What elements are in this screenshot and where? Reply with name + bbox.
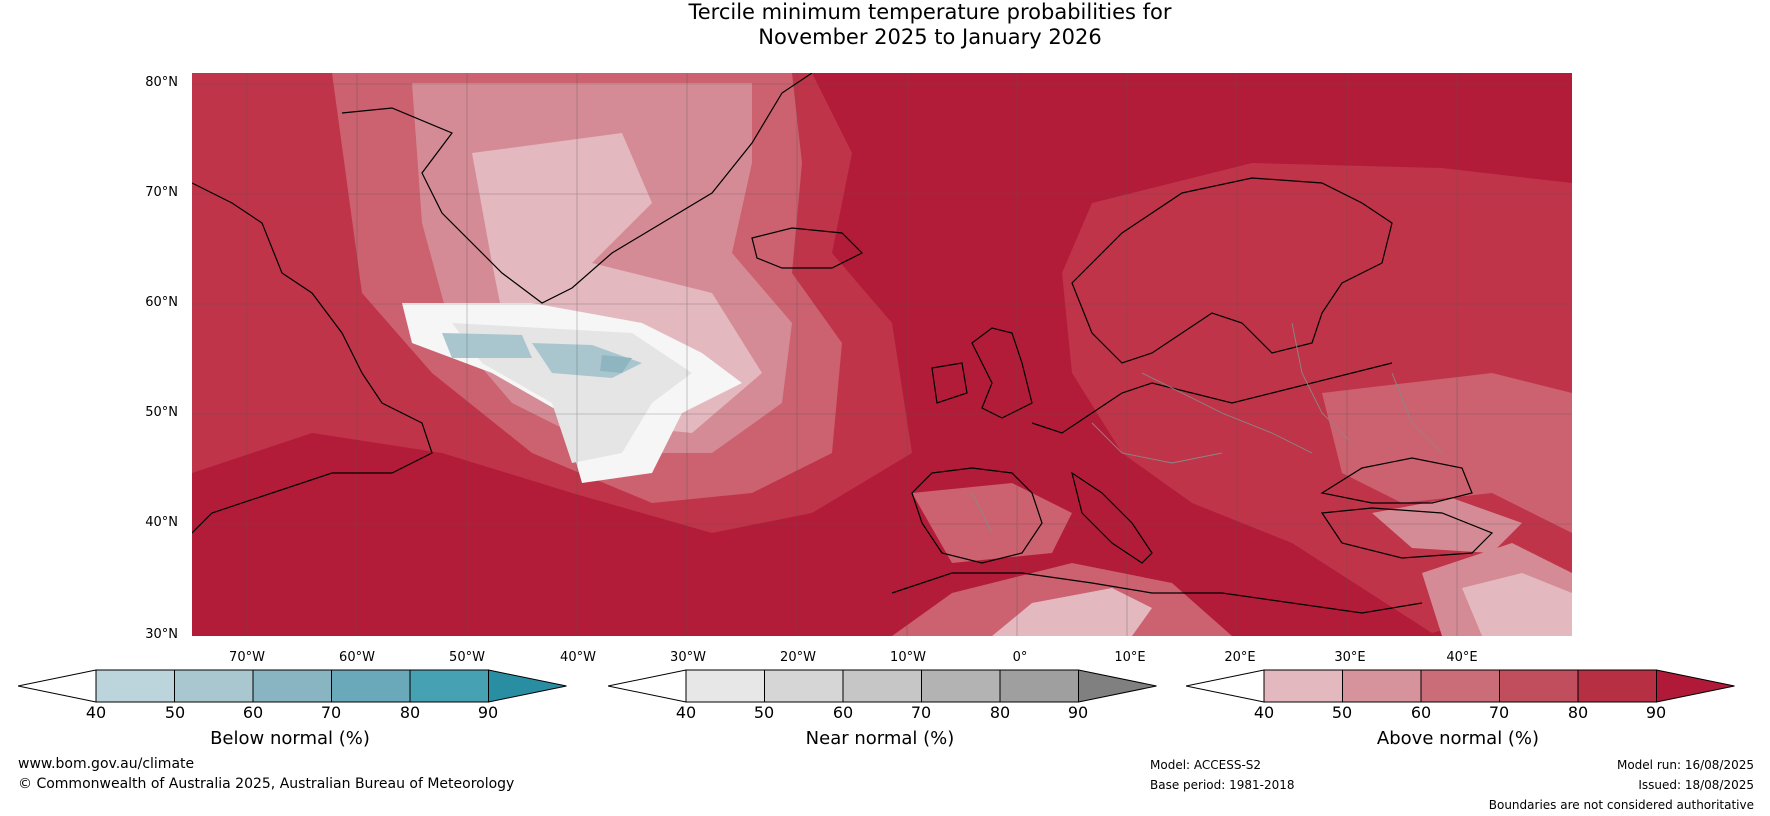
- greenland-coast: [341, 73, 813, 304]
- colorbar-segment: [764, 669, 844, 703]
- below-tick-60: 60: [242, 703, 264, 722]
- above-tick-60: 60: [1410, 703, 1432, 722]
- colorbar-segment: [252, 669, 332, 703]
- colorbar-low-arrow: [18, 669, 97, 703]
- below-tick-90: 90: [477, 703, 499, 722]
- lon-label-70w: 70°W: [229, 650, 265, 665]
- lon-label-10e: 10°E: [1114, 650, 1146, 665]
- above-tick-40: 40: [1253, 703, 1275, 722]
- above-tick-50: 50: [1331, 703, 1353, 722]
- colorbar-segment: [1577, 669, 1657, 703]
- lon-label-40w: 40°W: [560, 650, 596, 665]
- issued-date: Issued: 18/08/2025: [1638, 778, 1754, 792]
- turkey-coast: [1320, 507, 1494, 559]
- lon-label-10w: 10°W: [890, 650, 926, 665]
- above-normal-title: Above normal (%): [1376, 728, 1540, 749]
- lon-label-50w: 50°W: [449, 650, 485, 665]
- near-normal-title: Near normal (%): [805, 728, 955, 749]
- chart-title: Tercile minimum temperature probabilitie…: [0, 0, 1770, 50]
- colorbar-segment: [331, 669, 411, 703]
- title-line-1: Tercile minimum temperature probabilitie…: [688, 0, 1172, 24]
- eastern-europe-zone-70: [1322, 373, 1572, 533]
- colorbar-high-arrow: [1078, 669, 1157, 703]
- coastlines: [192, 73, 1494, 614]
- lon-label-60w: 60°W: [339, 650, 375, 665]
- lat-label-70: 70°N: [145, 185, 178, 200]
- near-tick-60: 60: [832, 703, 854, 722]
- map-canvas: [192, 73, 1572, 636]
- lat-label-60: 60°N: [145, 295, 178, 310]
- scandinavia-coast: [1071, 177, 1393, 364]
- colorbar-segment: [685, 669, 765, 703]
- atlantic-below-50: [442, 333, 532, 358]
- country-borders: [971, 322, 1443, 534]
- mediterranean-south-coast: [891, 572, 1423, 614]
- turkey-zone-60: [1372, 498, 1522, 553]
- colorbar-segment: [1342, 669, 1422, 703]
- lat-label-40: 40°N: [145, 515, 178, 530]
- colorbar-segment: [95, 669, 175, 703]
- colorbar-high-arrow: [1656, 669, 1735, 703]
- iberia-zone-70: [912, 483, 1072, 563]
- below-tick-80: 80: [399, 703, 421, 722]
- middle-east-zone-50: [1462, 573, 1572, 636]
- colorbar-segment: [999, 669, 1079, 703]
- base-period: Base period: 1981-2018: [1150, 778, 1295, 792]
- lon-label-30w: 30°W: [670, 650, 706, 665]
- below-tick-70: 70: [320, 703, 342, 722]
- labrador-coast: [192, 182, 433, 534]
- lon-label-20w: 20°W: [780, 650, 816, 665]
- lat-label-30: 30°N: [145, 627, 178, 642]
- black-sea-coast: [1320, 457, 1473, 504]
- colorbar-high-arrow: [488, 669, 567, 703]
- colorbar-above-svg: [1186, 669, 1735, 703]
- above-tick-80: 80: [1567, 703, 1589, 722]
- copyright-text: © Commonwealth of Australia 2025, Austra…: [18, 776, 515, 792]
- model-run-date: Model run: 16/08/2025: [1616, 758, 1754, 772]
- europe-coast: [1031, 362, 1393, 434]
- colorbar-segment: [842, 669, 922, 703]
- iceland-coast: [751, 227, 864, 269]
- near-tick-40: 40: [675, 703, 697, 722]
- above-tick-90: 90: [1645, 703, 1667, 722]
- website-link[interactable]: www.bom.gov.au/climate: [18, 756, 195, 772]
- below-normal-title: Below normal (%): [210, 728, 370, 749]
- lat-label-50: 50°N: [145, 405, 178, 420]
- colorbar-segment: [174, 669, 254, 703]
- near-tick-50: 50: [753, 703, 775, 722]
- lon-label-20e: 20°E: [1224, 650, 1256, 665]
- lat-label-80: 80°N: [145, 75, 178, 90]
- below-tick-40: 40: [85, 703, 107, 722]
- iberia-coast: [911, 467, 1043, 564]
- colorbar-segment: [921, 669, 1001, 703]
- map-gridlines: [192, 73, 1572, 636]
- colorbar-low-arrow: [608, 669, 687, 703]
- lon-label-0: 0°: [1012, 650, 1028, 665]
- colorbar-segment: [1263, 669, 1343, 703]
- colorbar-below-svg: [18, 669, 567, 703]
- atlantic-below-60: [600, 355, 632, 373]
- north-africa-zone-50: [992, 588, 1152, 636]
- near-tick-70: 70: [910, 703, 932, 722]
- lon-label-30e: 30°E: [1334, 650, 1366, 665]
- colorbar-segment: [409, 669, 489, 703]
- italy-coast: [1071, 471, 1153, 564]
- above-tick-70: 70: [1488, 703, 1510, 722]
- lon-label-40e: 40°E: [1446, 650, 1478, 665]
- britain-coast: [971, 327, 1033, 419]
- model-name: Model: ACCESS-S2: [1150, 758, 1262, 772]
- probability-map: [192, 73, 1572, 636]
- near-tick-90: 90: [1067, 703, 1089, 722]
- colorbar-segment: [1420, 669, 1500, 703]
- near-tick-80: 80: [989, 703, 1011, 722]
- colorbar-segment: [1499, 669, 1579, 703]
- boundary-disclaimer: Boundaries are not considered authoritat…: [1488, 798, 1754, 812]
- title-line-2: November 2025 to January 2026: [758, 25, 1102, 49]
- colorbar-low-arrow: [1186, 669, 1265, 703]
- colorbar-near-svg: [608, 669, 1157, 703]
- ireland-coast: [931, 362, 968, 404]
- below-tick-50: 50: [164, 703, 186, 722]
